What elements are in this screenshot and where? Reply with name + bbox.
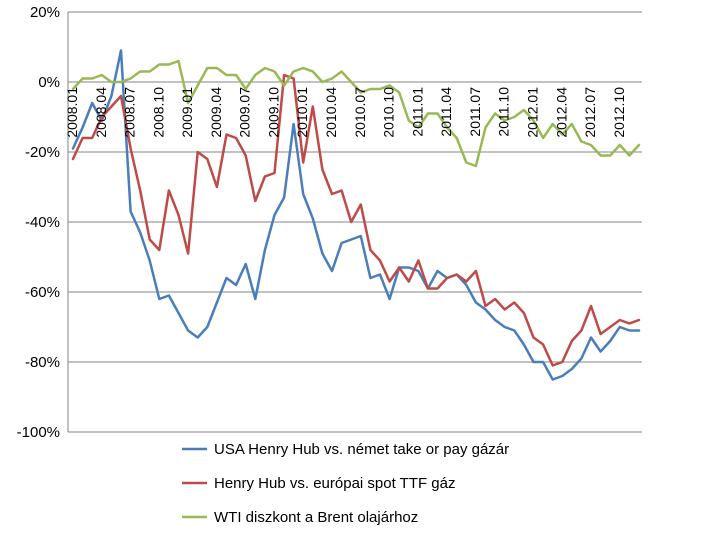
y-tick-label: 0% xyxy=(38,74,60,91)
x-tick-label: 2012.01 xyxy=(524,87,540,138)
legend: USA Henry Hub vs. német take or pay gázá… xyxy=(182,441,509,526)
x-tick-label: 2008.10 xyxy=(150,87,166,138)
legend-label: Henry Hub vs. európai spot TTF gáz xyxy=(214,475,456,492)
x-tick-label: 2012.07 xyxy=(582,87,598,138)
axes xyxy=(67,12,642,432)
y-tick-label: -80% xyxy=(25,354,60,371)
x-tick-label: 2009.01 xyxy=(179,87,195,138)
y-tick-label: 20% xyxy=(30,4,60,21)
x-tick-label: 2010.04 xyxy=(323,87,339,138)
x-tick-label: 2009.07 xyxy=(237,87,253,138)
x-tick-label: 2012.10 xyxy=(611,87,627,138)
x-tick-label: 2011.07 xyxy=(467,87,483,137)
y-tick-label: -40% xyxy=(25,214,60,231)
series-line-1 xyxy=(71,49,641,381)
series-lines xyxy=(71,49,641,381)
y-tick-label: -60% xyxy=(25,284,60,301)
legend-label: WTI diszkont a Brent olajárhoz xyxy=(214,509,418,526)
y-tick-label: -100% xyxy=(17,424,60,441)
y-tick-label: -20% xyxy=(25,144,60,161)
x-tick-label: 2009.04 xyxy=(208,87,224,138)
x-tick-label: 2012.04 xyxy=(553,87,569,138)
x-tick-label: 2011.04 xyxy=(438,87,454,137)
x-tick-label: 2008.01 xyxy=(64,87,80,138)
x-axis-tick-labels: 2008.01 2008.04 2008.07 2008.10 2009.01 2009.… xyxy=(64,87,627,138)
series-line-3 xyxy=(71,59,641,168)
x-tick-label: 2008.04 xyxy=(93,87,109,138)
x-tick-label: 2011.10 xyxy=(496,87,512,137)
x-tick-label: 2009.10 xyxy=(265,87,281,138)
x-tick-label: 2010.10 xyxy=(381,87,397,138)
x-tick-label: 2010.01 xyxy=(294,87,310,138)
legend-label: USA Henry Hub vs. német take or pay gázá… xyxy=(214,441,509,458)
x-tick-label: 2011.01 xyxy=(409,87,425,137)
y-axis-tick-labels: 20% 0% -20% -40% -60% -80% -100% xyxy=(17,4,60,441)
series-line-2 xyxy=(71,73,641,367)
gridlines xyxy=(68,11,642,433)
x-tick-label: 2010.07 xyxy=(352,87,368,138)
x-tick-label: 2008.07 xyxy=(122,87,138,138)
